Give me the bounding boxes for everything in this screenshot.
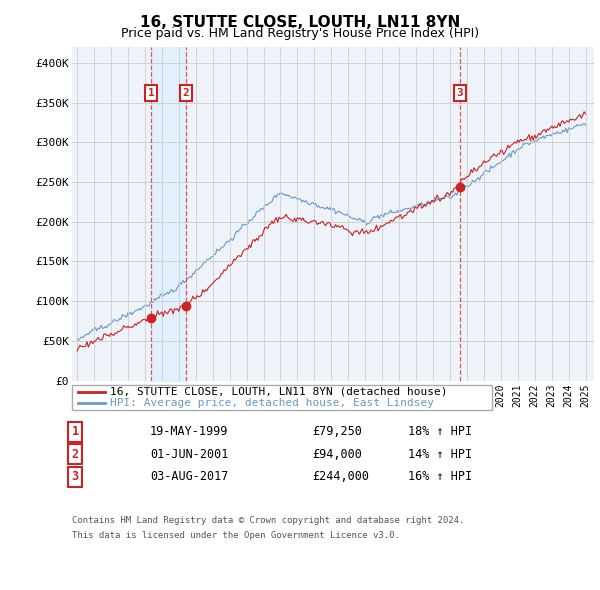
Text: 18% ↑ HPI: 18% ↑ HPI [408,425,472,438]
Text: £244,000: £244,000 [312,470,369,483]
Text: 14% ↑ HPI: 14% ↑ HPI [408,448,472,461]
Text: Contains HM Land Registry data © Crown copyright and database right 2024.: Contains HM Land Registry data © Crown c… [72,516,464,525]
Text: 16, STUTTE CLOSE, LOUTH, LN11 8YN (detached house): 16, STUTTE CLOSE, LOUTH, LN11 8YN (detac… [110,387,448,397]
Text: 2: 2 [71,448,79,461]
Text: This data is licensed under the Open Government Licence v3.0.: This data is licensed under the Open Gov… [72,531,400,540]
Text: HPI: Average price, detached house, East Lindsey: HPI: Average price, detached house, East… [110,398,434,408]
Text: Price paid vs. HM Land Registry's House Price Index (HPI): Price paid vs. HM Land Registry's House … [121,27,479,40]
Text: 16, STUTTE CLOSE, LOUTH, LN11 8YN: 16, STUTTE CLOSE, LOUTH, LN11 8YN [140,15,460,30]
Text: 01-JUN-2001: 01-JUN-2001 [150,448,229,461]
Text: 19-MAY-1999: 19-MAY-1999 [150,425,229,438]
Text: £94,000: £94,000 [312,448,362,461]
Text: £79,250: £79,250 [312,425,362,438]
Text: 3: 3 [71,470,79,483]
Text: 03-AUG-2017: 03-AUG-2017 [150,470,229,483]
Text: 16% ↑ HPI: 16% ↑ HPI [408,470,472,483]
Text: 1: 1 [71,425,79,438]
Text: 3: 3 [457,88,463,98]
Text: 2: 2 [182,88,189,98]
Text: 1: 1 [148,88,155,98]
